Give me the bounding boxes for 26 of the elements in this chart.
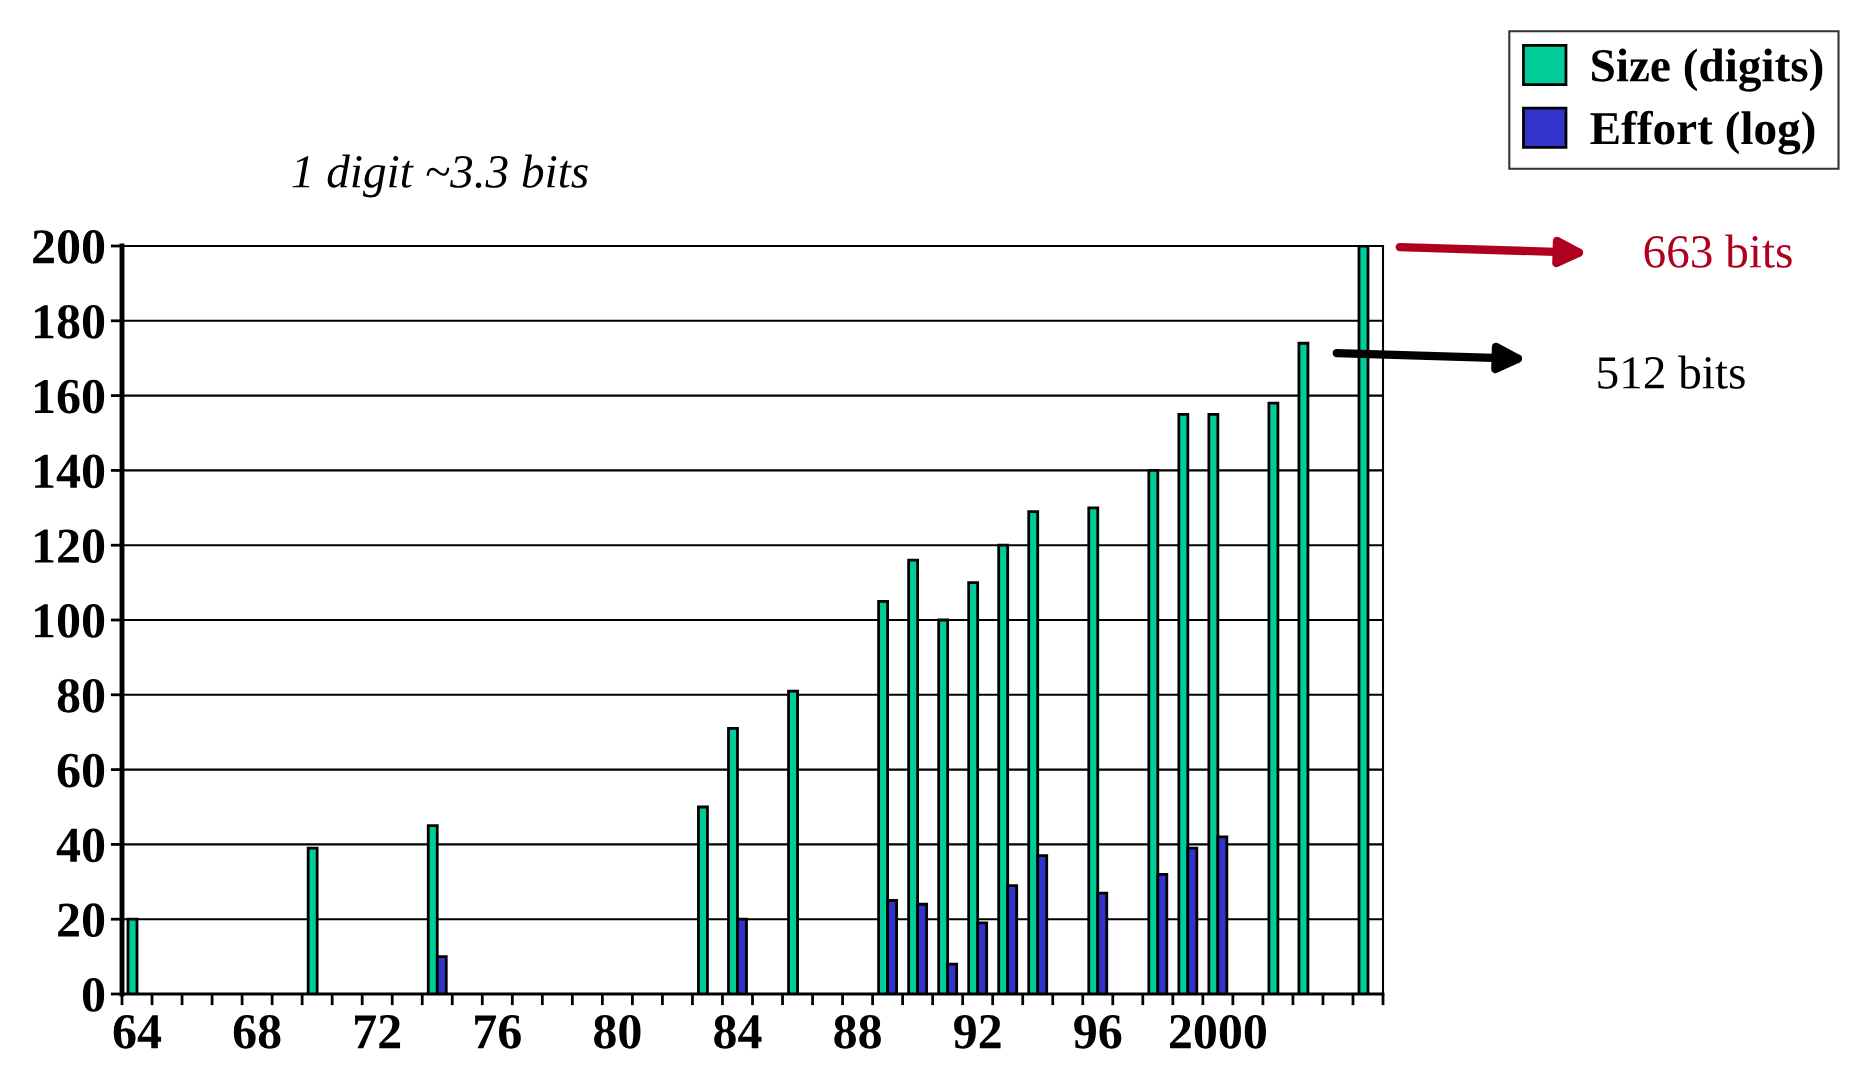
y-tick-label: 60 (57, 753, 105, 788)
y-tick-label: 0 (82, 978, 105, 1012)
y-tick-label: 180 (35, 304, 105, 339)
x-tick-label: 92 (954, 1015, 1001, 1049)
x-tick-label: 68 (233, 1014, 281, 1049)
y-tick-label: 20 (58, 903, 105, 938)
y-tick-label: 80 (57, 678, 105, 713)
x-tick-label: 88 (834, 1014, 881, 1049)
x-tick-label: 76 (475, 1015, 521, 1049)
text: 663 bits (1644, 234, 1792, 268)
text: 512 bits (1598, 355, 1745, 389)
x-tick-label: 80 (594, 1014, 641, 1049)
y-tick-label: 40 (56, 828, 105, 863)
legend-label: Size (digits) (1592, 48, 1823, 92)
x-tick-label: 64 (113, 1015, 162, 1049)
y-tick-label: 160 (35, 379, 105, 414)
x-tick-label: 72 (355, 1015, 401, 1049)
y-tick-label: 140 (35, 454, 105, 489)
legend-label: Effort (log) (1590, 110, 1815, 155)
text: 1 digit ~3.3 bits (292, 154, 588, 198)
x-tick-label: 84 (714, 1014, 762, 1049)
y-tick-label: 100 (35, 604, 105, 638)
y-tick-label: 200 (33, 230, 105, 264)
x-tick-label: 96 (1074, 1015, 1122, 1049)
x-tick-label: 2000 (1169, 1014, 1266, 1049)
y-tick-label: 120 (35, 529, 105, 564)
